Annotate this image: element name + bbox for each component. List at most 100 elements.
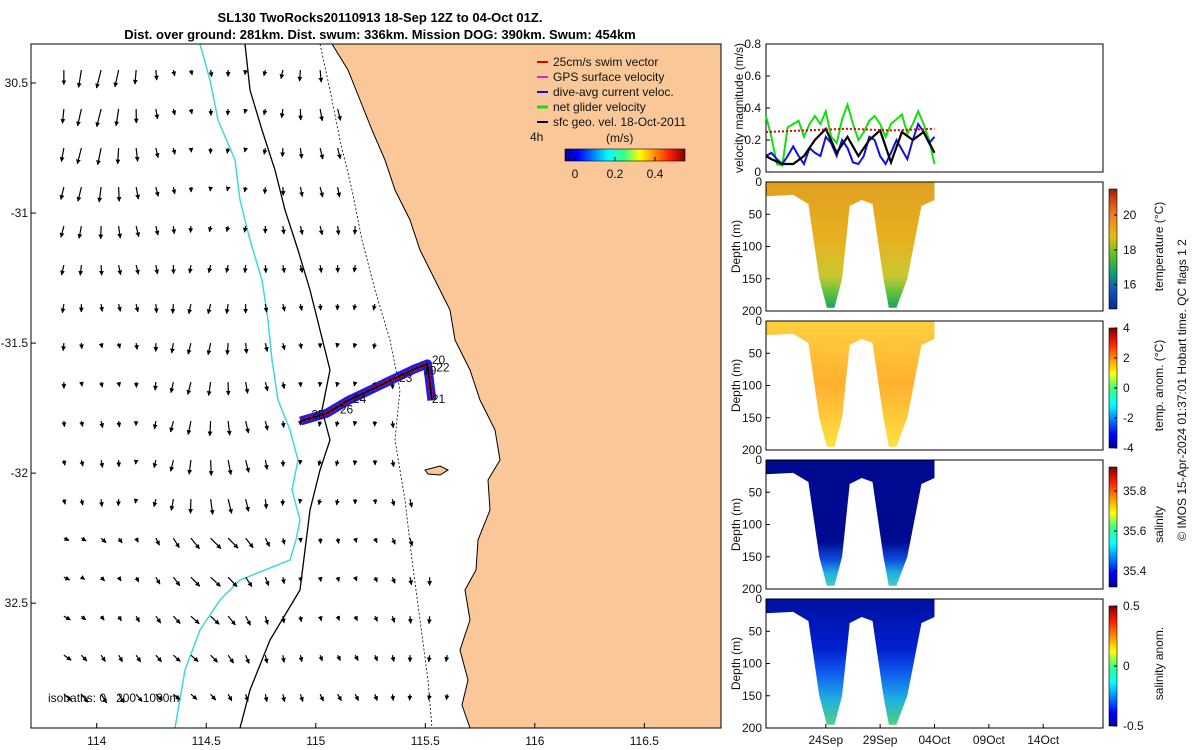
geo-velocity-arrow — [152, 459, 158, 469]
colorbar-tick-label: 2 — [1123, 351, 1130, 365]
geo-velocity-arrow — [245, 576, 253, 588]
geo-velocity-arrow — [337, 693, 342, 702]
legend-net-label: net glider velocity — [553, 100, 646, 114]
map-y-tick-label: 30.5 — [5, 76, 29, 90]
map-x-tick-label: 116.5 — [630, 734, 659, 748]
geo-velocity-arrow — [335, 538, 341, 544]
velocity-y-ticks: 0 0.2 0.4 0.6 0.8 — [744, 37, 770, 179]
geo-velocity-arrow — [281, 577, 286, 585]
geo-velocity-arrow — [61, 421, 67, 428]
geo-velocity-arrow — [262, 69, 268, 77]
geo-velocity-arrow — [225, 343, 230, 356]
depth-tick-label: 100 — [742, 240, 762, 254]
depth-axis-label: Depth (m) — [729, 637, 743, 690]
geo-velocity-arrow — [335, 615, 340, 621]
geo-velocity-arrow — [242, 225, 248, 233]
geo-velocity-arrow — [298, 655, 304, 663]
geo-velocity-arrow — [172, 537, 180, 549]
geo-velocity-arrow — [60, 264, 65, 276]
geo-velocity-arrow — [134, 303, 140, 313]
geo-velocity-arrow — [227, 615, 236, 626]
geo-velocity-arrow — [317, 576, 323, 583]
colorbar-tick-label: 35.4 — [1123, 564, 1147, 578]
colorbar-label: salinity anom. — [1152, 627, 1166, 700]
geo-velocity-arrow — [135, 186, 140, 200]
geo-velocity-arrow — [372, 499, 378, 505]
geo-velocity-arrow — [225, 108, 231, 116]
geo-velocity-arrow — [264, 460, 269, 470]
geo-velocity-arrow — [135, 225, 141, 238]
colorbar-tick-label: -2 — [1123, 411, 1134, 425]
geo-velocity-arrow — [170, 342, 175, 354]
geo-velocity-arrow — [298, 616, 303, 623]
series-line — [765, 126, 936, 166]
geo-velocity-arrow — [353, 654, 359, 661]
geo-velocity-arrow — [299, 186, 304, 198]
day-label: 19 — [423, 363, 437, 377]
geo-velocity-arrow — [116, 342, 122, 349]
geo-velocity-arrow — [206, 342, 212, 356]
geo-velocity-arrow — [390, 460, 396, 468]
geo-velocity-arrow — [263, 499, 269, 510]
geo-velocity-arrow — [317, 420, 323, 427]
geo-velocity-arrow — [336, 147, 342, 160]
geo-velocity-arrow — [171, 69, 177, 77]
geo-velocity-arrow — [188, 147, 194, 153]
time-tick-label: 29Sep — [863, 733, 898, 747]
geo-velocity-arrow — [245, 498, 250, 512]
geo-velocity-arrow — [169, 420, 174, 433]
geo-velocity-arrow — [61, 460, 67, 466]
depth-tick-label: 150 — [742, 272, 762, 286]
geo-velocity-arrow — [116, 187, 122, 202]
section-data — [766, 182, 935, 308]
geo-velocity-arrow — [114, 108, 120, 127]
geo-velocity-arrow — [335, 342, 341, 349]
geo-velocity-arrow — [117, 615, 122, 622]
geo-velocity-arrow — [242, 265, 248, 274]
geo-velocity-arrow — [60, 303, 66, 314]
geo-velocity-arrow — [154, 108, 160, 120]
geo-velocity-arrow — [117, 225, 123, 239]
geo-velocity-arrow — [444, 694, 450, 701]
geo-velocity-arrow — [227, 498, 233, 514]
glider-track — [299, 359, 437, 426]
section-data — [766, 599, 935, 725]
day-label: 25 — [311, 408, 325, 422]
geo-velocity-arrow — [263, 694, 269, 703]
time-tick-label: 24Sep — [808, 733, 843, 747]
depth-tick-label: 150 — [742, 689, 762, 703]
geo-velocity-arrow — [186, 342, 192, 355]
geo-velocity-arrow — [187, 264, 193, 274]
geo-velocity-arrow — [132, 69, 138, 85]
velocity-panel: 0 0.2 0.4 0.6 0.8 velocity magnitude (m/s) — [732, 37, 1104, 179]
geo-velocity-arrow — [335, 420, 340, 427]
geo-velocity-arrow — [427, 694, 432, 701]
colorbar-tick-label: 0 — [1123, 659, 1130, 673]
geo-velocity-arrow — [155, 537, 160, 546]
depth-tick-label: 200 — [742, 582, 762, 596]
geo-velocity-arrow — [81, 536, 87, 542]
time-tick-label: 09Oct — [973, 733, 1006, 747]
geo-velocity-arrow — [135, 264, 140, 275]
geo-velocity-arrow — [298, 577, 303, 583]
day-label: 23 — [399, 371, 413, 385]
geo-velocity-arrow — [264, 537, 271, 547]
geo-velocity-arrow — [80, 654, 88, 662]
geo-velocity-arrow — [264, 420, 269, 431]
velocity-y-tick-label: 0.8 — [744, 37, 761, 51]
geo-velocity-arrow — [170, 304, 176, 314]
geo-velocity-arrow — [153, 69, 159, 81]
geo-velocity-arrow — [173, 693, 181, 701]
speed-colorbar — [564, 148, 686, 162]
geo-velocity-arrow — [135, 654, 142, 663]
depth-tick-label: 200 — [742, 721, 762, 735]
geo-velocity-arrow — [117, 303, 122, 312]
geo-velocity-arrow — [334, 459, 340, 467]
geo-velocity-arrow — [390, 655, 396, 662]
colorbar-tick-label: 18 — [1123, 243, 1137, 257]
geo-velocity-arrow — [117, 537, 123, 544]
geo-velocity-arrow — [59, 147, 65, 163]
geo-velocity-arrow — [245, 459, 251, 473]
geo-velocity-arrow — [99, 420, 105, 429]
chart-title: SL130 TwoRocks20110913 18-Sep 12Z to 04-… — [217, 10, 543, 25]
